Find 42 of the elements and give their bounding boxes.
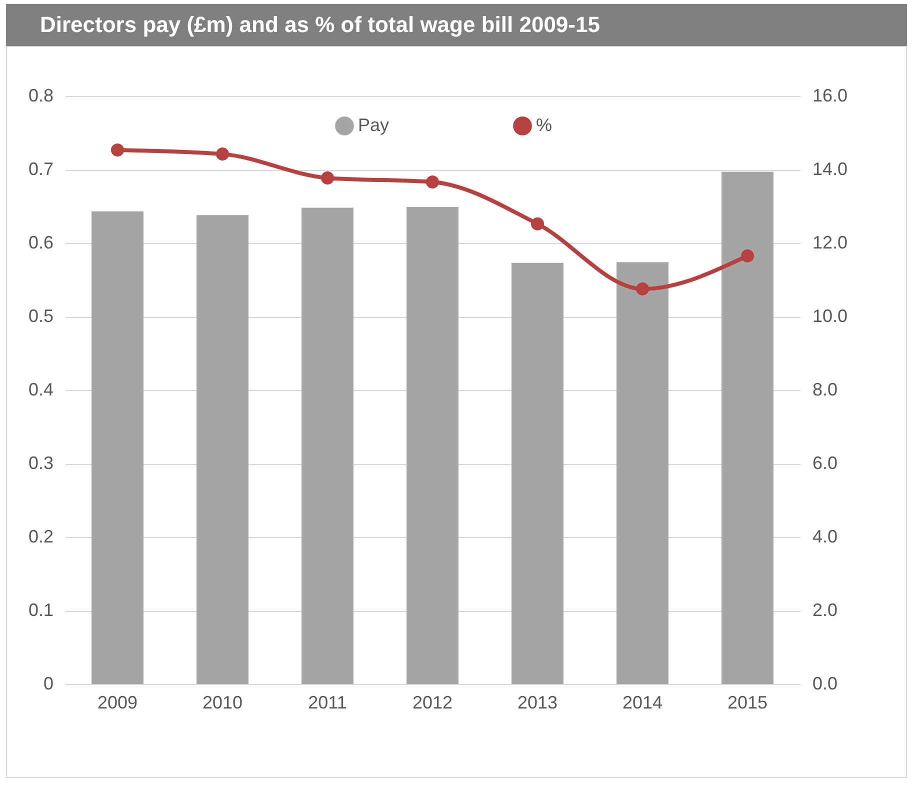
bar	[196, 215, 248, 684]
x-tick-label: 2010	[202, 692, 243, 712]
y-tick-label: 0.1	[28, 600, 54, 620]
bar	[406, 206, 458, 684]
y2-tick-label: 10.0	[812, 306, 848, 326]
y2-tick-label: 2.0	[812, 600, 838, 620]
y2-tick-label: 6.0	[812, 453, 838, 473]
bar	[722, 172, 774, 684]
point	[740, 249, 754, 262]
x-tick-label: 2013	[517, 692, 558, 712]
y2-tick-label: 16.0	[812, 86, 848, 106]
point	[216, 148, 230, 161]
y-tick-label: 0.3	[28, 453, 54, 473]
x-tick-label: 2014	[622, 692, 663, 712]
point	[110, 144, 124, 157]
y-tick-label: 0.2	[28, 526, 54, 546]
point	[636, 282, 650, 296]
y-tick-label: 0.5	[28, 306, 54, 326]
y2-tick-label: 12.0	[812, 232, 848, 252]
y-tick-label: 0.4	[28, 380, 54, 400]
legend-label: %	[536, 114, 552, 135]
bar	[92, 211, 144, 684]
y-tick-label: 0	[43, 674, 54, 694]
y2-tick-label: 14.0	[812, 159, 848, 179]
point	[426, 175, 440, 188]
x-tick-label: 2012	[412, 692, 453, 712]
y-tick-label: 0.6	[28, 232, 54, 252]
x-tick-label: 2015	[727, 692, 768, 712]
bar	[512, 262, 564, 684]
x-tick-label: 2011	[308, 692, 347, 712]
y2-tick-label: 0.0	[812, 674, 838, 694]
y2-tick-label: 8.0	[812, 380, 838, 400]
point	[530, 217, 544, 230]
y-tick-label: 0.8	[28, 86, 54, 106]
y-tick-label: 0.7	[28, 159, 54, 179]
x-tick-label: 2009	[97, 692, 138, 712]
y2-tick-label: 4.0	[812, 526, 838, 546]
chart-title: Directors pay (£m) and as % of total wage bill 2009-15	[6, 4, 907, 46]
legend-label: Pay	[358, 114, 390, 135]
point	[320, 171, 334, 184]
bar	[302, 208, 354, 684]
bar	[616, 262, 668, 684]
